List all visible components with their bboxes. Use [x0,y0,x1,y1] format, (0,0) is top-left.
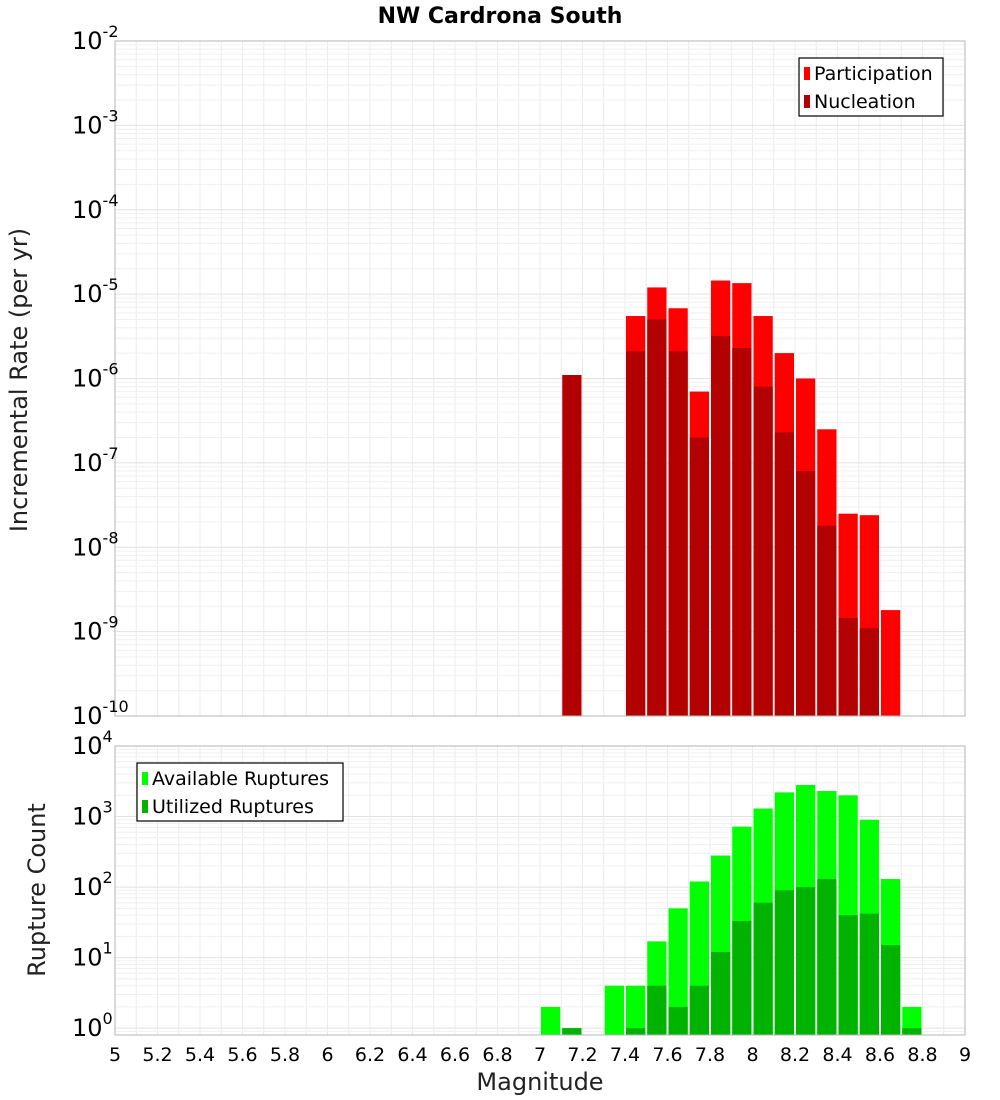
bar [881,945,901,1035]
x-tick-label: 5.8 [270,1044,300,1066]
bar [711,952,731,1035]
bar [626,985,646,1035]
y-tick-label: 10-3 [72,106,119,139]
bar [668,351,688,716]
x-tick-label: 7.8 [695,1044,725,1066]
y-tick-label: 10-4 [72,191,119,224]
x-tick-label: 9 [959,1044,971,1066]
y-tick-label: 102 [72,868,113,901]
y-tick-label: 104 [72,727,113,760]
bar [753,902,773,1035]
x-tick-label: 8 [746,1044,758,1066]
bar [647,985,667,1035]
x-tick-label: 5 [109,1044,121,1066]
bar [541,1006,561,1035]
plot-frame [114,40,966,717]
x-tick-label: 7.4 [610,1044,640,1066]
bar [562,375,582,716]
bar [562,1028,582,1035]
bar [689,985,709,1035]
bar [711,335,731,716]
bar [689,437,709,716]
legend-entry: Nucleation [814,91,916,113]
x-tick-label: 6.4 [397,1044,427,1066]
bar [881,610,901,716]
bar [668,1006,688,1035]
x-tick-label: 6 [321,1044,333,1066]
x-tick-label: 6.6 [440,1044,470,1066]
bar [774,890,794,1035]
bar [859,913,879,1035]
bar [626,351,646,716]
x-tick-label: 5.4 [185,1044,215,1066]
y-tick-label: 10-6 [72,360,119,393]
bar [817,525,837,716]
top-y-axis-label: Incremental Rate (per yr) [5,228,33,532]
bar [838,915,858,1035]
legend-swatch [804,67,810,80]
y-tick-label: 101 [72,939,113,972]
x-tick-label: 8.4 [822,1044,852,1066]
y-tick-labels: 100 101 102 103 104 [72,727,113,1042]
bar [753,386,773,716]
y-tick-label: 10-10 [72,697,129,730]
plot-frame [114,745,966,1036]
x-tick-label: 8.2 [780,1044,810,1066]
bar [859,628,879,716]
x-tick-label: 6.8 [482,1044,512,1066]
x-tick-label: 5.2 [142,1044,172,1066]
bar [647,319,667,716]
x-tick-label: 5.6 [227,1044,257,1066]
series-2-bars [562,879,922,1035]
chart-title: NW Cardrona South [378,4,623,29]
bar [732,921,752,1035]
bar [902,1028,922,1035]
y-tick-label: 103 [72,798,113,831]
x-tick-label: 8.6 [865,1044,895,1066]
legend: Available Ruptures Utilized Ruptures [136,762,344,822]
legend-swatch [142,800,148,813]
x-axis-label: Magnitude [476,1068,603,1096]
legend-entry: Participation [814,63,933,85]
legend-swatch [142,772,148,785]
legend-entry: Available Ruptures [152,768,329,790]
bar [902,1006,922,1035]
y-tick-label: 10-2 [72,22,119,55]
y-tick-label: 10-7 [72,444,119,477]
series-2-bars [562,319,879,716]
y-tick-label: 10-8 [72,528,119,561]
legend-box [136,762,344,822]
legend-entry: Utilized Ruptures [152,796,314,818]
bar [668,908,688,1035]
x-tick-label: 7 [534,1044,546,1066]
bar [604,985,624,1035]
x-tick-label: 8.8 [907,1044,937,1066]
bar [838,618,858,716]
y-tick-label: 10-5 [72,275,119,308]
bar [626,1028,646,1035]
legend: Participation Nucleation [798,57,944,117]
bar [796,887,816,1035]
bar [732,347,752,716]
legend-box [798,57,944,117]
bar [817,879,837,1035]
x-tick-label: 6.2 [355,1044,385,1066]
bar [774,432,794,716]
legend-swatch [804,95,810,108]
x-tick-label: 7.2 [567,1044,597,1066]
bar [796,471,816,716]
grid [114,40,966,717]
y-tick-labels: 10-10 10-9 10-8 10-7 10-6 10-5 10-4 10-3 10-2 [72,22,129,730]
bottom-y-axis-label: Rupture Count [23,803,51,977]
x-tick-labels: 5 5.2 5.4 5.6 5.8 6 6.2 6.4 6.6 6.8 7 7.2 7.4 7.6 7.8 8… [109,1044,971,1066]
y-tick-label: 10-9 [72,613,119,646]
y-tick-label: 100 [72,1009,113,1042]
incremental-rate-panel: 10-10 10-9 10-8 10-7 10-6 10-5 10-4 10-3 10-2 Par… [72,22,966,730]
rupture-count-panel: 100 101 102 103 104 5 5.2 5.4 5.6 5.8 6 6.2 6.4 6.6 6.… [72,727,971,1066]
x-tick-label: 7.6 [652,1044,682,1066]
